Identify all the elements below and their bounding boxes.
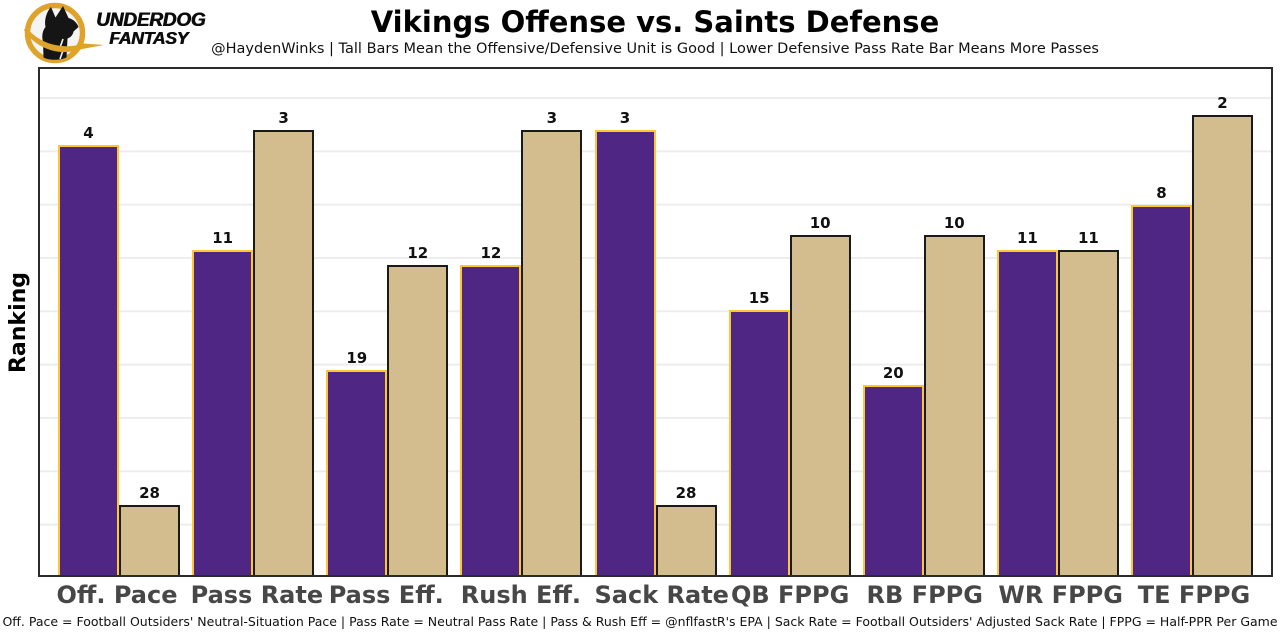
bar-group-pass-rate: 11 3 — [192, 69, 315, 575]
bar-value-label: 2 — [1217, 94, 1228, 113]
brand-wordmark: UNDERDOG FANTASY — [96, 11, 205, 48]
x-tick-label-wr-fppg: WR FPPG — [998, 581, 1123, 609]
bar-value-label: 11 — [212, 229, 234, 248]
bar-value-label: 10 — [809, 214, 831, 233]
bar-value-label: 3 — [278, 109, 289, 128]
y-axis-label: Ranking — [6, 271, 32, 373]
bar-value-label: 11 — [1016, 229, 1038, 248]
chart-title: Vikings Offense vs. Saints Defense — [370, 5, 940, 39]
x-tick-label-pass-eff: Pass Eff. — [328, 581, 444, 609]
bar-value-label: 10 — [943, 214, 965, 233]
bar-vikings-offense-te-fppg: 8 — [1131, 184, 1192, 575]
x-tick-label-sack-rate: Sack Rate — [594, 581, 729, 609]
chart-subtitle: @HaydenWinks | Tall Bars Mean the Offens… — [211, 41, 1099, 57]
bar-value-label: 19 — [346, 348, 368, 367]
bar-group-qb-fppg: 15 10 — [728, 69, 851, 575]
x-tick-label-off-pace: Off. Pace — [56, 581, 178, 609]
bar-value-label: 12 — [407, 244, 429, 263]
bar-vikings-offense-wr-fppg: 11 — [996, 229, 1058, 575]
bar-vikings-offense-sack-rate: 3 — [594, 109, 656, 575]
brand-line2: FANTASY — [109, 28, 188, 49]
bar-value-label: 11 — [1077, 229, 1099, 248]
bar-saints-defense-wr-fppg: 11 — [1057, 229, 1119, 575]
bar-value-label: 20 — [882, 363, 904, 382]
bar-value-label: 28 — [675, 483, 697, 502]
bar-group-rb-fppg: 20 10 — [862, 69, 985, 575]
x-tick-label-pass-rate: Pass Rate — [190, 581, 324, 609]
bar-value-label: 8 — [1156, 184, 1167, 203]
bar-vikings-offense-rush-eff: 12 — [460, 244, 522, 575]
x-tick-row: Off. Pace Pass Rate Pass Eff. Rush Eff. Sack… — [38, 581, 1273, 609]
brand-line1: UNDERDOG — [96, 10, 206, 31]
bar-group-sack-rate: 3 28 — [594, 69, 717, 575]
bar-saints-defense-te-fppg: 2 — [1192, 94, 1253, 575]
x-tick-label-te-fppg: TE FPPG — [1137, 581, 1251, 609]
bar-saints-defense-rush-eff: 3 — [521, 109, 583, 575]
bar-vikings-offense-rb-fppg: 20 — [862, 364, 924, 575]
bars-row: 4 28 11 3 19 12 12 3 3 28 15 10 20 10 11 11 8 2 — [40, 69, 1271, 575]
bar-group-rush-eff: 12 3 — [460, 69, 583, 575]
bar-saints-defense-rb-fppg: 10 — [923, 214, 985, 575]
x-tick-label-qb-fppg: QB FPPG — [730, 581, 850, 609]
bar-value-label: 3 — [619, 109, 631, 128]
bar-saints-defense-off-pace: 28 — [119, 484, 180, 575]
bar-group-off-pace: 4 28 — [58, 69, 180, 575]
bar-group-pass-eff: 19 12 — [326, 69, 449, 575]
bar-vikings-offense-pass-rate: 11 — [192, 229, 254, 575]
bar-vikings-offense-pass-eff: 19 — [326, 349, 388, 575]
bar-saints-defense-qb-fppg: 10 — [789, 214, 851, 575]
y-axis-label-wrap: Ranking — [0, 67, 38, 577]
underdog-fantasy-logo-icon — [24, 2, 104, 64]
chart-footnote: Off. Pace = Football Outsiders' Neutral-… — [2, 614, 1278, 629]
x-tick-label-rb-fppg: RB FPPG — [866, 581, 983, 609]
bar-value-label: 28 — [139, 483, 160, 502]
x-tick-label-rush-eff: Rush Eff. — [460, 581, 581, 609]
bar-group-wr-fppg: 11 11 — [996, 69, 1119, 575]
bar-value-label: 15 — [748, 289, 770, 308]
bar-value-label: 4 — [83, 124, 94, 143]
bar-value-label: 3 — [546, 109, 558, 128]
logo-swoosh — [24, 27, 104, 53]
bar-saints-defense-pass-eff: 12 — [387, 244, 449, 575]
bar-vikings-offense-off-pace: 4 — [58, 124, 119, 575]
bar-value-label: 12 — [480, 244, 502, 263]
plot-area: 4 28 11 3 19 12 12 3 3 28 15 10 20 10 11 11 8 2 — [38, 67, 1273, 577]
bar-vikings-offense-qb-fppg: 15 — [728, 289, 790, 575]
bar-saints-defense-pass-rate: 3 — [253, 109, 315, 575]
bar-saints-defense-sack-rate: 28 — [655, 484, 717, 575]
